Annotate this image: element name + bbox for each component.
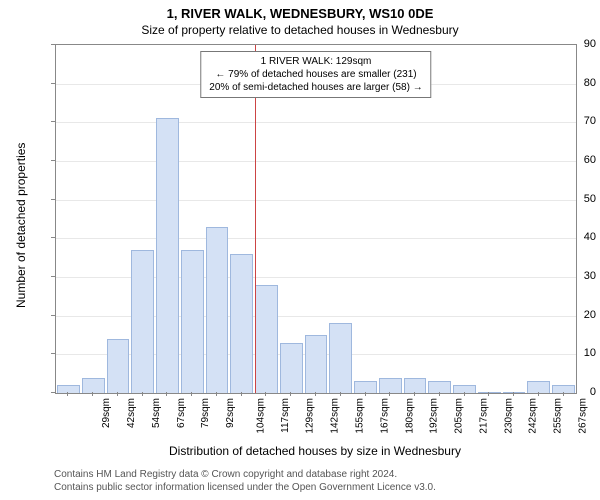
annotation-line: 1 RIVER WALK: 129sqm [209,55,422,68]
x-tick-mark [340,392,341,396]
x-tick-label: 267sqm [577,398,588,434]
y-tick-label: 80 [545,77,596,89]
y-tick-mark [51,160,55,161]
histogram-bar [230,254,253,393]
y-tick-mark [51,121,55,122]
annotation-line: ← 79% of detached houses are smaller (23… [209,68,422,81]
histogram-bar [156,118,179,393]
x-tick-mark [92,392,93,396]
x-tick-mark [439,392,440,396]
x-tick-label: 217sqm [478,398,489,434]
y-tick-label: 50 [545,193,596,205]
footer-line: Contains public sector information licen… [54,481,436,494]
histogram-bar [305,335,328,393]
gridline [56,122,576,123]
chart-container: 1, RIVER WALK, WEDNESBURY, WS10 0DE Size… [0,0,600,500]
annotation-line: 20% of semi-detached houses are larger (… [209,81,422,94]
x-tick-mark [389,392,390,396]
x-tick-mark [290,392,291,396]
x-tick-mark [117,392,118,396]
x-tick-mark [265,392,266,396]
gridline [56,238,576,239]
x-tick-mark [166,392,167,396]
x-tick-label: 92sqm [225,398,236,428]
footer-attribution: Contains HM Land Registry data © Crown c… [54,468,436,494]
x-tick-mark [315,392,316,396]
x-tick-label: 117sqm [280,398,291,433]
y-tick-label: 70 [545,115,596,127]
annotation-box: 1 RIVER WALK: 129sqm ← 79% of detached h… [200,51,431,98]
histogram-bar [206,227,229,393]
y-tick-mark [51,276,55,277]
x-tick-label: 230sqm [503,398,514,434]
x-tick-mark [538,392,539,396]
x-tick-mark [67,392,68,396]
x-tick-label: 67sqm [176,398,187,428]
x-tick-mark [365,392,366,396]
x-axis-label: Distribution of detached houses by size … [55,444,575,458]
x-tick-mark [513,392,514,396]
x-tick-mark [563,392,564,396]
x-tick-label: 104sqm [256,398,267,434]
x-tick-label: 29sqm [101,398,112,428]
histogram-bar [255,285,278,393]
x-tick-mark [464,392,465,396]
y-tick-label: 10 [545,347,596,359]
gridline [56,200,576,201]
histogram-bar [280,343,303,393]
histogram-bar [181,250,204,393]
y-tick-mark [51,315,55,316]
chart-title: 1, RIVER WALK, WEDNESBURY, WS10 0DE [0,0,600,21]
y-tick-mark [51,353,55,354]
histogram-bar [107,339,130,393]
x-tick-mark [191,392,192,396]
x-tick-mark [414,392,415,396]
y-tick-label: 30 [545,270,596,282]
x-tick-label: 205sqm [454,398,465,434]
x-tick-label: 42sqm [126,398,137,428]
x-tick-mark [241,392,242,396]
y-axis-label: Number of detached properties [14,143,28,308]
gridline [56,161,576,162]
x-tick-label: 155sqm [355,398,366,434]
x-tick-label: 142sqm [330,398,341,434]
chart-subtitle: Size of property relative to detached ho… [0,21,600,37]
x-tick-mark [142,392,143,396]
footer-line: Contains HM Land Registry data © Crown c… [54,468,436,481]
plot-area: 1 RIVER WALK: 129sqm ← 79% of detached h… [55,44,577,394]
y-tick-label: 40 [545,231,596,243]
x-tick-label: 255sqm [553,398,564,434]
y-tick-mark [51,237,55,238]
x-tick-label: 167sqm [379,398,390,434]
x-tick-label: 192sqm [429,398,440,434]
y-tick-label: 60 [545,154,596,166]
histogram-bar [329,323,352,393]
histogram-bar [131,250,154,393]
histogram-bar [404,378,427,393]
x-tick-label: 54sqm [151,398,162,428]
y-tick-label: 0 [545,386,596,398]
y-tick-mark [51,392,55,393]
x-tick-mark [488,392,489,396]
x-tick-label: 180sqm [404,398,415,434]
histogram-bar [82,378,105,393]
y-tick-mark [51,199,55,200]
y-tick-label: 20 [545,309,596,321]
y-tick-mark [51,83,55,84]
y-tick-label: 90 [545,38,596,50]
x-tick-mark [216,392,217,396]
x-tick-label: 129sqm [305,398,316,434]
x-tick-label: 242sqm [528,398,539,434]
y-tick-mark [51,44,55,45]
histogram-bar [379,378,402,393]
x-tick-label: 79sqm [200,398,211,428]
